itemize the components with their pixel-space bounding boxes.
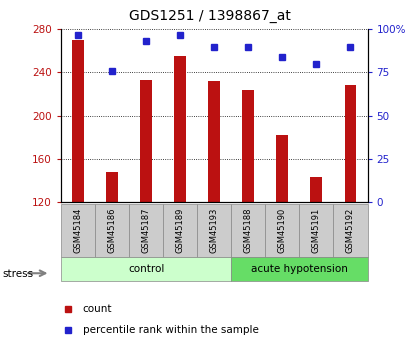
Bar bbox=[208, 81, 220, 202]
Bar bbox=[231, 204, 265, 257]
Text: GSM45192: GSM45192 bbox=[346, 208, 355, 253]
Bar bbox=[95, 204, 129, 257]
Bar bbox=[72, 40, 84, 202]
Bar bbox=[333, 204, 368, 257]
Bar bbox=[197, 204, 231, 257]
Text: acute hypotension: acute hypotension bbox=[251, 264, 348, 274]
Bar bbox=[276, 135, 288, 202]
Bar bbox=[106, 172, 118, 202]
Text: GSM45184: GSM45184 bbox=[74, 208, 82, 253]
Text: GSM45187: GSM45187 bbox=[142, 208, 150, 253]
Bar bbox=[61, 257, 231, 281]
Text: GSM45186: GSM45186 bbox=[108, 208, 116, 253]
Bar bbox=[344, 85, 357, 202]
Bar bbox=[231, 257, 368, 281]
Bar bbox=[174, 56, 186, 202]
Text: GSM45188: GSM45188 bbox=[244, 208, 253, 253]
Text: GDS1251 / 1398867_at: GDS1251 / 1398867_at bbox=[129, 9, 291, 23]
Text: GSM45193: GSM45193 bbox=[210, 208, 219, 253]
Bar bbox=[265, 204, 299, 257]
Bar bbox=[129, 204, 163, 257]
Bar bbox=[242, 90, 254, 202]
Text: stress: stress bbox=[2, 269, 33, 279]
Text: control: control bbox=[128, 264, 164, 274]
Text: GSM45190: GSM45190 bbox=[278, 208, 287, 253]
Text: percentile rank within the sample: percentile rank within the sample bbox=[83, 325, 259, 335]
Text: GSM45189: GSM45189 bbox=[176, 208, 185, 253]
Text: GSM45191: GSM45191 bbox=[312, 208, 321, 253]
Bar bbox=[310, 177, 323, 202]
Bar bbox=[140, 80, 152, 202]
Bar bbox=[163, 204, 197, 257]
Bar bbox=[299, 204, 333, 257]
Text: count: count bbox=[83, 304, 112, 314]
Bar bbox=[61, 204, 95, 257]
